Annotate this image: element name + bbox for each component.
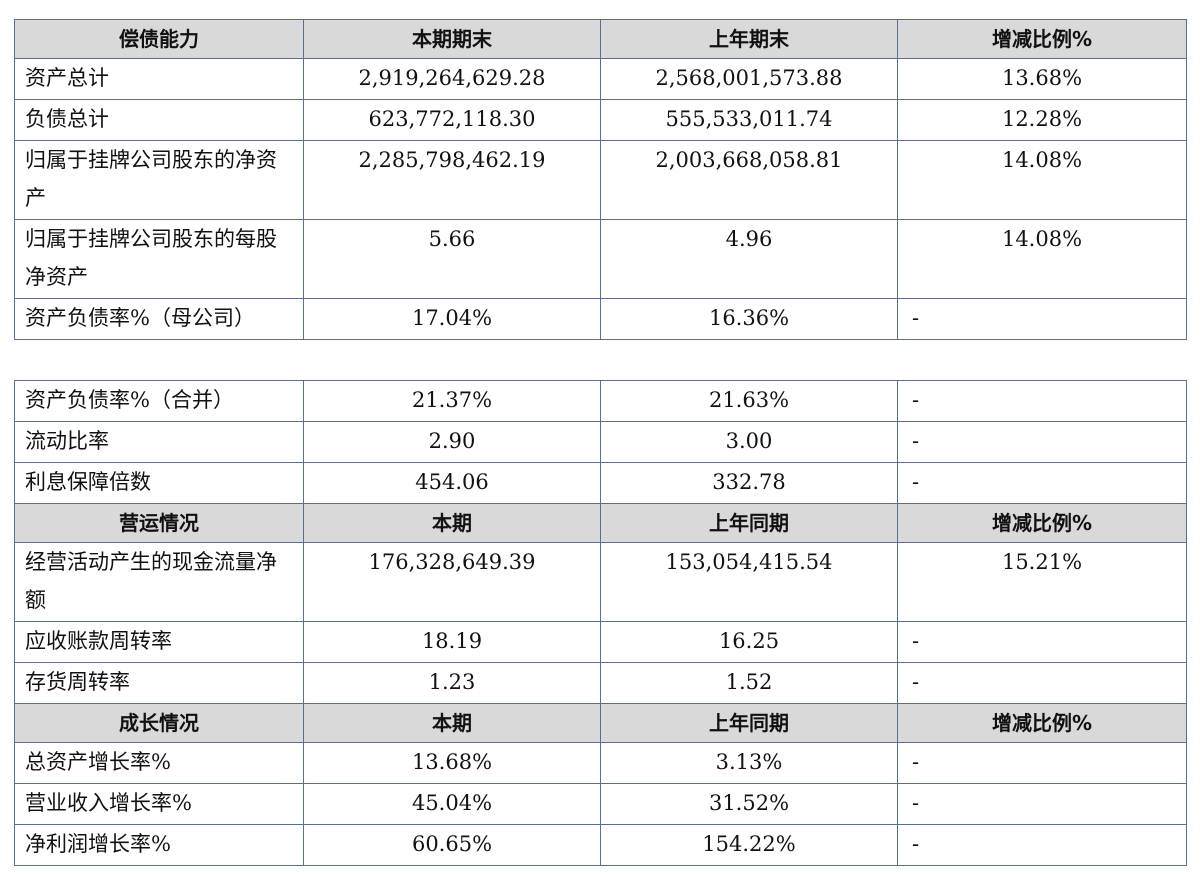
- change-value: -: [897, 662, 1187, 704]
- change-value: -: [897, 421, 1187, 463]
- table-row: 利息保障倍数 454.06 332.78 -: [14, 462, 1187, 504]
- change-value: 12.28%: [897, 99, 1187, 141]
- previous-value: 154.22%: [600, 824, 898, 866]
- table-row: 资产负债率%（合并） 21.37% 21.63% -: [14, 380, 1187, 422]
- operations-growth-table: 资产负债率%（合并） 21.37% 21.63% - 流动比率 2.90 3.0…: [14, 380, 1187, 866]
- table-header-row: 营运情况 本期 上年同期 增减比例%: [14, 503, 1187, 543]
- table-row: 营业收入增长率% 45.04% 31.52% -: [14, 783, 1187, 825]
- header-cell: 本期期末: [303, 19, 601, 59]
- row-label: 流动比率: [14, 421, 304, 463]
- row-label: 资产总计: [14, 58, 304, 100]
- row-label: 负债总计: [14, 99, 304, 141]
- previous-value: 3.00: [600, 421, 898, 463]
- change-value: 14.08%: [897, 140, 1187, 220]
- table-row: 流动比率 2.90 3.00 -: [14, 421, 1187, 463]
- change-value: 14.08%: [897, 219, 1187, 299]
- previous-value: 31.52%: [600, 783, 898, 825]
- row-label: 总资产增长率%: [14, 742, 304, 784]
- current-value: 1.23: [303, 662, 601, 704]
- change-value: 15.21%: [897, 542, 1187, 622]
- current-value: 45.04%: [303, 783, 601, 825]
- row-label: 营业收入增长率%: [14, 783, 304, 825]
- table-row: 总资产增长率% 13.68% 3.13% -: [14, 742, 1187, 784]
- previous-value: 555,533,011.74: [600, 99, 898, 141]
- table-row: 负债总计 623,772,118.30 555,533,011.74 12.28…: [14, 99, 1187, 141]
- row-label: 资产负债率%（合并）: [14, 380, 304, 422]
- change-value: -: [897, 742, 1187, 784]
- previous-value: 1.52: [600, 662, 898, 704]
- current-value: 176,328,649.39: [303, 542, 601, 622]
- header-cell: 营运情况: [14, 503, 304, 543]
- header-cell: 上年同期: [600, 503, 898, 543]
- table-header-row: 偿债能力 本期期末 上年期末 增减比例%: [14, 19, 1187, 59]
- current-value: 18.19: [303, 621, 601, 663]
- table-row: 资产总计 2,919,264,629.28 2,568,001,573.88 1…: [14, 58, 1187, 100]
- table-row: 归属于挂牌公司股东的净资产 2,285,798,462.19 2,003,668…: [14, 140, 1187, 220]
- current-value: 13.68%: [303, 742, 601, 784]
- current-value: 21.37%: [303, 380, 601, 422]
- current-value: 2,919,264,629.28: [303, 58, 601, 100]
- previous-value: 2,568,001,573.88: [600, 58, 898, 100]
- solvency-table: 偿债能力 本期期末 上年期末 增减比例% 资产总计 2,919,264,629.…: [14, 19, 1187, 340]
- change-value: -: [897, 783, 1187, 825]
- row-label: 经营活动产生的现金流量净额: [14, 542, 304, 622]
- current-value: 454.06: [303, 462, 601, 504]
- previous-value: 4.96: [600, 219, 898, 299]
- previous-value: 21.63%: [600, 380, 898, 422]
- change-value: -: [897, 462, 1187, 504]
- table-row: 净利润增长率% 60.65% 154.22% -: [14, 824, 1187, 866]
- header-cell: 上年同期: [600, 703, 898, 743]
- change-value: -: [897, 380, 1187, 422]
- previous-value: 16.25: [600, 621, 898, 663]
- row-label: 净利润增长率%: [14, 824, 304, 866]
- current-value: 2.90: [303, 421, 601, 463]
- row-label: 存货周转率: [14, 662, 304, 704]
- row-label: 归属于挂牌公司股东的净资产: [14, 140, 304, 220]
- header-cell: 增减比例%: [897, 503, 1187, 543]
- row-label: 归属于挂牌公司股东的每股净资产: [14, 219, 304, 299]
- header-cell: 偿债能力: [14, 19, 304, 59]
- previous-value: 153,054,415.54: [600, 542, 898, 622]
- table-row: 经营活动产生的现金流量净额 176,328,649.39 153,054,415…: [14, 542, 1187, 622]
- table-row: 存货周转率 1.23 1.52 -: [14, 662, 1187, 704]
- change-value: -: [897, 298, 1187, 340]
- table-header-row: 成长情况 本期 上年同期 增减比例%: [14, 703, 1187, 743]
- row-label: 资产负债率%（母公司）: [14, 298, 304, 340]
- current-value: 2,285,798,462.19: [303, 140, 601, 220]
- header-cell: 增减比例%: [897, 19, 1187, 59]
- header-cell: 本期: [303, 503, 601, 543]
- change-value: 13.68%: [897, 58, 1187, 100]
- current-value: 623,772,118.30: [303, 99, 601, 141]
- row-label: 利息保障倍数: [14, 462, 304, 504]
- header-cell: 成长情况: [14, 703, 304, 743]
- table-row: 资产负债率%（母公司） 17.04% 16.36% -: [14, 298, 1187, 340]
- previous-value: 332.78: [600, 462, 898, 504]
- change-value: -: [897, 824, 1187, 866]
- current-value: 60.65%: [303, 824, 601, 866]
- previous-value: 3.13%: [600, 742, 898, 784]
- previous-value: 16.36%: [600, 298, 898, 340]
- header-cell: 上年期末: [600, 19, 898, 59]
- change-value: -: [897, 621, 1187, 663]
- table-row: 归属于挂牌公司股东的每股净资产 5.66 4.96 14.08%: [14, 219, 1187, 299]
- table-row: 应收账款周转率 18.19 16.25 -: [14, 621, 1187, 663]
- current-value: 5.66: [303, 219, 601, 299]
- current-value: 17.04%: [303, 298, 601, 340]
- previous-value: 2,003,668,058.81: [600, 140, 898, 220]
- row-label: 应收账款周转率: [14, 621, 304, 663]
- header-cell: 增减比例%: [897, 703, 1187, 743]
- header-cell: 本期: [303, 703, 601, 743]
